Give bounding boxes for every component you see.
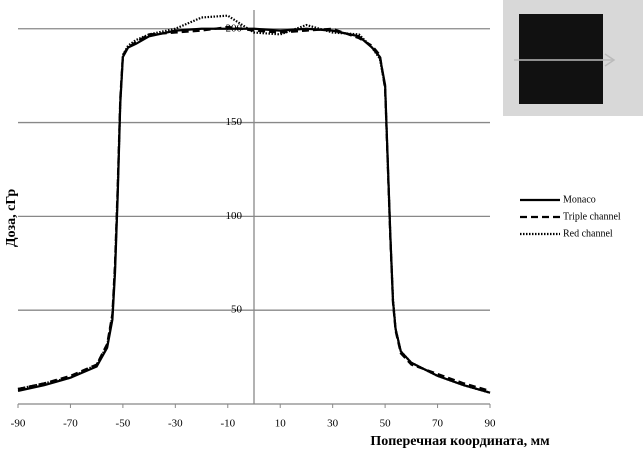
x-tick-label: 90 (485, 418, 497, 430)
x-tick-label: -50 (116, 418, 131, 430)
series-line (17, 14, 491, 394)
legend-label: Red channel (563, 228, 613, 239)
legend-label: Triple channel (563, 211, 621, 222)
x-tick-label: 10 (275, 418, 287, 430)
legend-label: Monaco (563, 194, 596, 205)
x-tick-label: -10 (220, 418, 235, 430)
x-tick-label: -30 (168, 418, 183, 430)
y-tick-label: 150 (226, 116, 243, 128)
y-tick-label: 50 (231, 304, 243, 316)
x-tick-label: 30 (327, 418, 339, 430)
x-tick-label: -90 (11, 418, 26, 430)
x-tick-label: 70 (432, 418, 444, 430)
y-tick-label: 100 (226, 210, 243, 222)
x-tick-label: -70 (63, 418, 78, 430)
x-axis-title: Поперечная координата, мм (370, 434, 550, 449)
x-tick-label: 50 (380, 418, 392, 430)
inset-image (503, 0, 643, 116)
series-line (17, 25, 491, 392)
y-axis-title: Доза, сГр (4, 189, 19, 247)
